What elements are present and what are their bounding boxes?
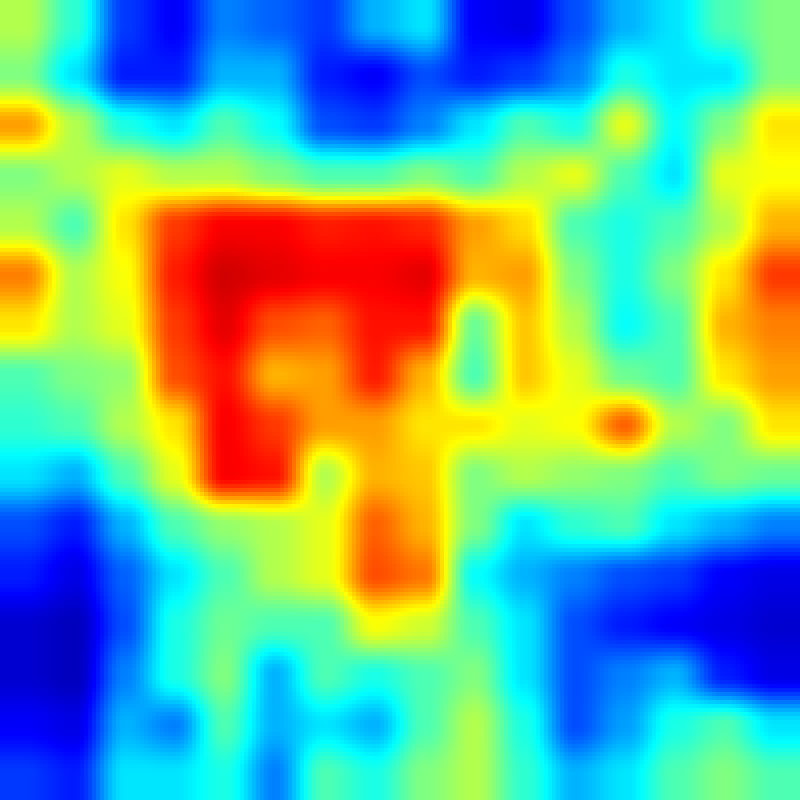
heatmap-plot-area <box>0 0 800 800</box>
heatmap-canvas <box>0 0 800 800</box>
